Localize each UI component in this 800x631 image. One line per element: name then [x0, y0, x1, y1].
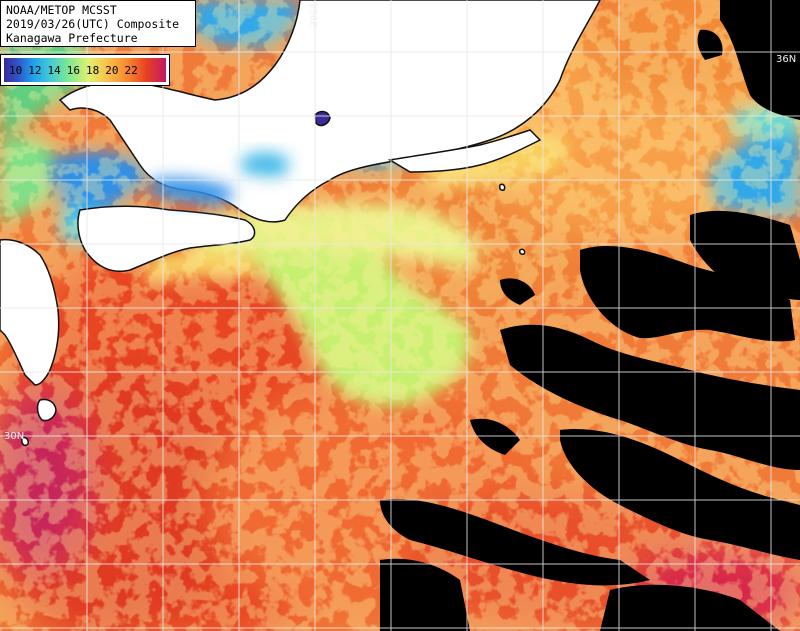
title-line-1: NOAA/METOP MCSST [6, 3, 117, 17]
lon-label-136e: 136E [307, 2, 318, 28]
legend-tick: 10 [9, 63, 23, 77]
legend-tick: 18 [86, 63, 100, 77]
legend-tick: 12 [28, 63, 42, 77]
legend-color-bar [4, 58, 166, 82]
title-line-2: 2019/03/26(UTC) Composite [6, 17, 180, 31]
title-line-3: Kanagawa Prefecture [6, 31, 138, 45]
lat-label-30n: 30N [4, 431, 25, 442]
temperature-legend: 10 12 14 16 18 20 22 [0, 54, 170, 86]
legend-tick: 16 [66, 63, 80, 77]
legend-labels: 10 12 14 16 18 20 22 [1, 55, 169, 85]
lat-label-36n: 36N [776, 54, 797, 65]
legend-tick: 20 [105, 63, 119, 77]
map-title-box: NOAA/METOP MCSST 2019/03/26(UTC) Composi… [0, 0, 196, 47]
inland-sea [150, 152, 290, 205]
legend-tick: 22 [124, 63, 138, 77]
legend-tick: 14 [47, 63, 61, 77]
